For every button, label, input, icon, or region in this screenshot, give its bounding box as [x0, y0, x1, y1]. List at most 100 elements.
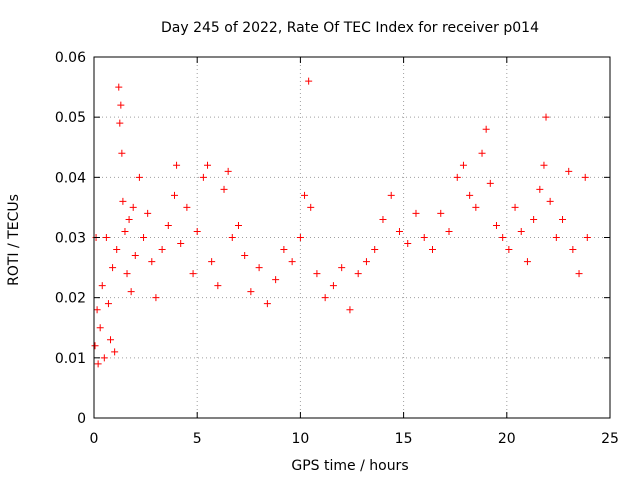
data-point [459, 161, 467, 169]
data-point [296, 234, 304, 241]
data-point [511, 203, 519, 211]
data-point [121, 227, 129, 235]
data-point [499, 234, 507, 241]
data-point [199, 173, 207, 181]
data-point [177, 240, 185, 248]
data-point [272, 276, 280, 284]
data-point [214, 282, 222, 290]
data-point [307, 203, 315, 211]
data-point [109, 264, 117, 272]
data-point [113, 246, 121, 254]
data-point [208, 258, 216, 266]
y-axis-label: ROTI / TECUs [6, 194, 22, 286]
y-tick-label: 0.03 [55, 231, 86, 247]
y-tick-label: 0.02 [55, 291, 86, 307]
data-point [404, 240, 412, 248]
data-point [540, 161, 548, 169]
x-tick-label: 0 [90, 431, 99, 447]
data-point [152, 294, 160, 302]
data-point [329, 282, 337, 290]
data-point [158, 246, 166, 254]
data-point [466, 191, 474, 199]
data-point [104, 300, 112, 308]
y-tick-label: 0.05 [55, 110, 86, 126]
data-point [387, 191, 395, 199]
x-tick-label: 5 [193, 431, 202, 447]
data-point [346, 306, 354, 314]
data-point [116, 119, 124, 127]
y-tick-label: 0.04 [55, 170, 86, 186]
y-tick-label: 0.01 [55, 351, 86, 367]
data-point [94, 360, 102, 368]
data-point [140, 234, 148, 241]
data-point [164, 221, 172, 229]
data-point [313, 270, 321, 278]
data-point [565, 167, 573, 175]
data-points [91, 77, 591, 368]
data-point [224, 167, 232, 175]
data-point [263, 300, 271, 308]
data-point [552, 234, 560, 241]
grid-lines [94, 57, 610, 418]
data-point [102, 234, 110, 241]
data-point [131, 252, 139, 260]
data-point [581, 173, 589, 181]
data-point [445, 227, 453, 235]
data-point [91, 342, 99, 350]
data-point [437, 209, 445, 217]
data-point [173, 161, 181, 169]
data-point [189, 270, 197, 278]
data-point [111, 348, 119, 356]
data-point [107, 336, 115, 344]
data-point [523, 258, 531, 266]
data-point [321, 294, 329, 302]
y-tick-label: 0.06 [55, 50, 86, 66]
data-point [301, 191, 309, 199]
data-point [536, 185, 544, 193]
data-point [486, 179, 494, 187]
data-point [129, 203, 137, 211]
y-tick-label: 0 [77, 411, 86, 427]
data-point [354, 270, 362, 278]
data-point [569, 246, 577, 254]
data-point [117, 101, 125, 109]
data-point [148, 258, 156, 266]
data-point [98, 282, 106, 290]
data-point [241, 252, 249, 260]
data-point [305, 77, 313, 85]
data-point [115, 83, 123, 91]
data-point [96, 324, 104, 332]
x-tick-label: 10 [291, 431, 309, 447]
axis-ticks: 0 5 10 15 20 25 0 0.01 0.02 0.03 0.04 0.05 0.06 [55, 50, 619, 447]
data-point [362, 258, 370, 266]
data-point [247, 288, 255, 296]
data-point [135, 173, 143, 181]
data-point [420, 234, 428, 241]
data-point [93, 306, 101, 314]
data-point [575, 270, 583, 278]
data-point [144, 209, 152, 217]
data-point [428, 246, 436, 254]
data-point [542, 113, 550, 121]
data-point [546, 197, 554, 205]
data-point [583, 234, 591, 241]
data-point [559, 215, 567, 223]
x-tick-label: 15 [395, 431, 413, 447]
data-point [412, 209, 420, 217]
data-point [204, 161, 212, 169]
data-point [492, 221, 500, 229]
x-tick-label: 20 [498, 431, 516, 447]
data-point [478, 149, 486, 157]
data-point [118, 149, 126, 157]
data-point [183, 203, 191, 211]
data-point [119, 197, 127, 205]
data-point [379, 215, 387, 223]
data-point [472, 203, 480, 211]
data-point [371, 246, 379, 254]
x-axis-label: GPS time / hours [291, 458, 408, 474]
data-point [505, 246, 513, 254]
data-point [530, 215, 538, 223]
data-point [125, 215, 133, 223]
data-point [255, 264, 263, 272]
data-point [100, 354, 108, 362]
